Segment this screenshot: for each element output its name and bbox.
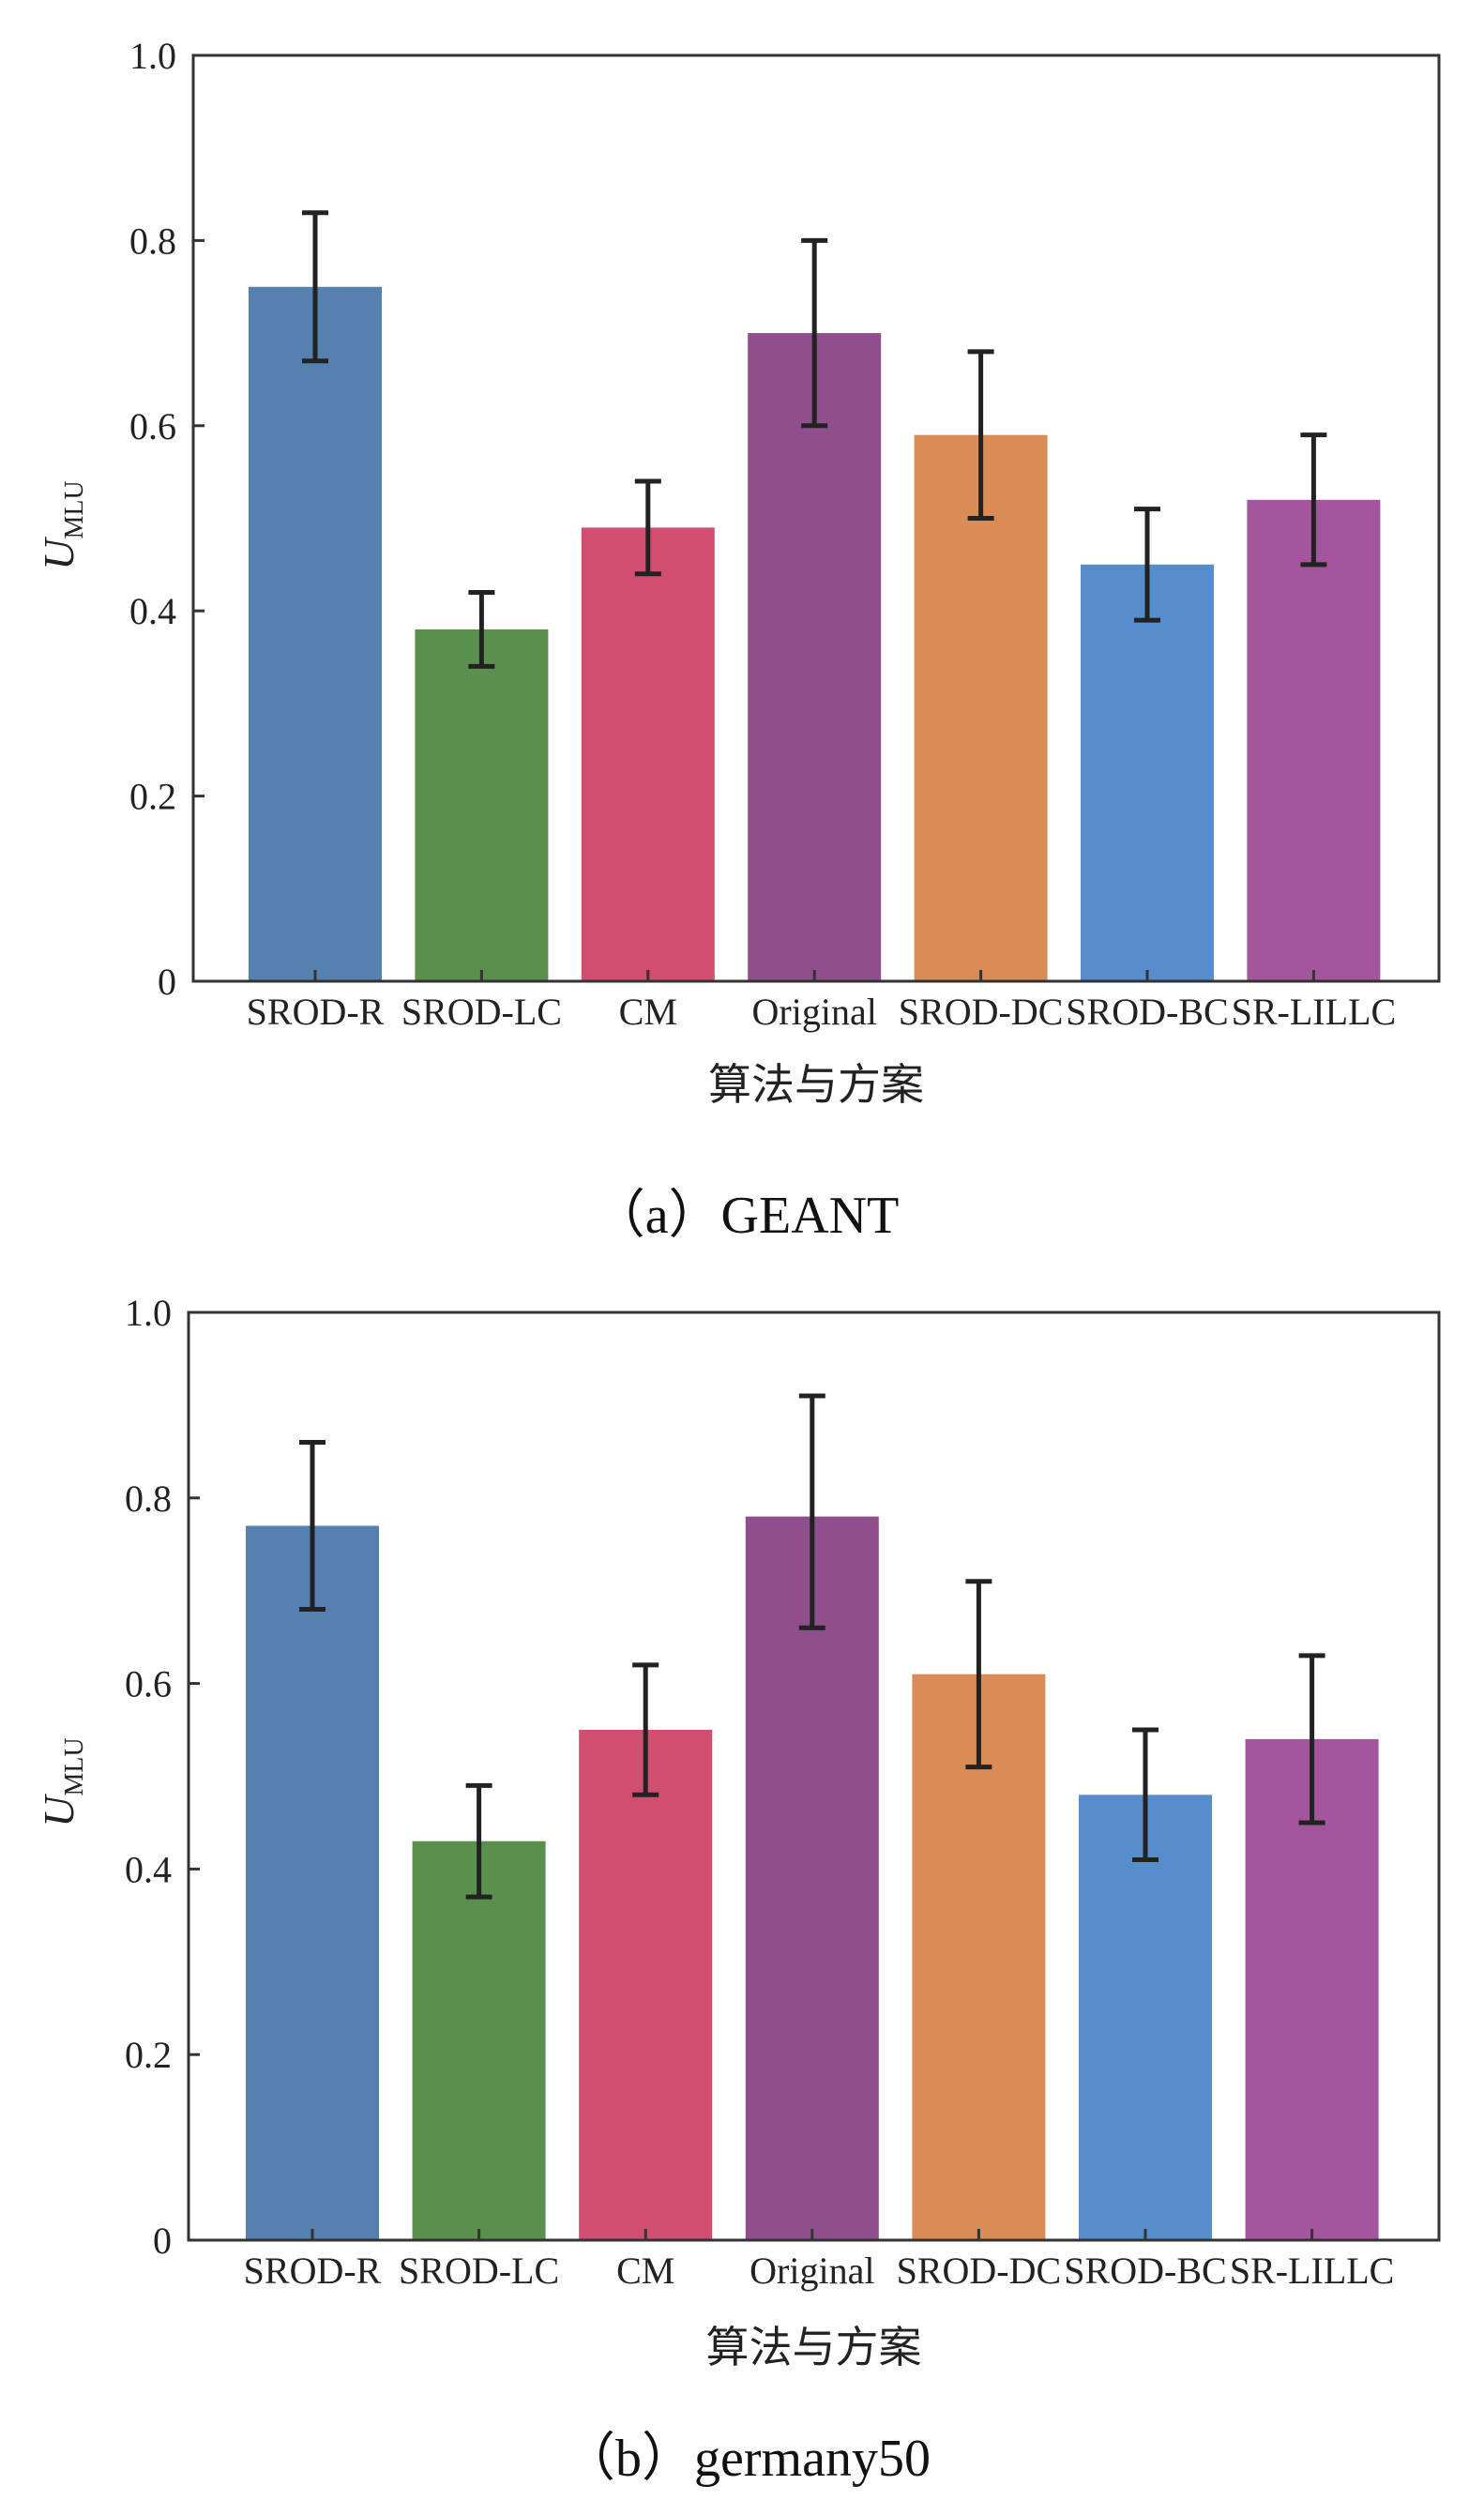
x-tick-labels: SROD-R SROD-LC CM Original SROD-DC SROD-BC SR-… (247, 991, 1397, 1033)
y-axis-title: UMLU (35, 480, 89, 569)
error-bar-original (801, 237, 828, 429)
y-tick-label: 0.6 (125, 1663, 172, 1705)
x-tick-label: SROD-R (247, 991, 385, 1033)
error-bar-srod-dc (965, 1579, 992, 1770)
x-tick-label: CM (619, 991, 677, 1033)
ticks-group (193, 238, 1315, 981)
x-tick-label: Original (752, 991, 877, 1033)
bar-original (745, 1516, 879, 2240)
y-tick-label: 0.4 (129, 590, 176, 632)
y-tick-label: 0.2 (125, 2034, 172, 2076)
x-tick-label: SROD-DC (899, 991, 1064, 1033)
x-tick-label: SROD-R (244, 2250, 382, 2292)
bar-srod-r (246, 1525, 379, 2240)
x-tick-labels: SROD-R SROD-LC CM Original SROD-DC SROD-BC SR-… (244, 2250, 1395, 2292)
error-bar-original (798, 1393, 825, 1630)
y-tick-label: 1.0 (129, 35, 176, 77)
x-tick-label: SROD-LC (399, 2250, 559, 2292)
error-bar-cm (632, 1662, 659, 1797)
chart-germany50: 0 0.2 0.4 0.6 0.8 1.0 SROD-R SROD-LC CM Original… (35, 1292, 1441, 2488)
bar-srod-lc (415, 629, 549, 981)
y-tick-label: 0 (158, 961, 176, 1003)
error-bar-srod-r (302, 210, 328, 364)
bar-cm (579, 1730, 713, 2240)
y-tick-label: 0.6 (129, 405, 176, 447)
error-bar-srod-bc (1134, 507, 1160, 623)
error-bar-srod-dc (967, 349, 994, 521)
bars-group (246, 1516, 1379, 2240)
bar-srod-r (249, 286, 382, 982)
chart-geant: 0 0.2 0.4 0.6 0.8 1.0 SROD-R SROD-LC CM Original… (35, 35, 1441, 1245)
chart-caption: （b）germany50 (563, 2430, 931, 2488)
x-tick-label: SROD-BC (1064, 2250, 1226, 2292)
bar-srod-lc (412, 1841, 546, 2240)
bar-srod-bc (1081, 564, 1214, 981)
x-tick-label: SROD-BC (1066, 991, 1228, 1033)
bar-original (748, 333, 882, 982)
error-bar-srod-r (299, 1439, 326, 1612)
chart-caption: （a）GEANT (593, 1187, 900, 1245)
ticks-group (189, 1496, 1314, 2240)
y-tick-label: 0.8 (129, 220, 176, 262)
error-bar-srod-bc (1132, 1727, 1158, 1863)
y-axis-title-main: U (35, 537, 83, 570)
y-axis-title-main: U (35, 1794, 83, 1827)
y-tick-label: 0.2 (129, 776, 176, 818)
error-bar-sr-lillc (1298, 1653, 1325, 1826)
y-axis-title-subscript: MLU (60, 480, 89, 538)
bar-cm (581, 527, 715, 981)
x-axis-title: 算法与方案 (706, 2322, 922, 2372)
x-tick-label: SR-LILLC (1230, 2250, 1395, 2292)
y-axis-title-subscript: MLU (60, 1737, 89, 1795)
x-tick-label: SROD-DC (897, 2250, 1062, 2292)
bar-sr-lillc (1247, 499, 1381, 981)
x-tick-label: Original (750, 2250, 874, 2292)
error-bars-group (299, 1393, 1325, 1900)
bar-srod-dc (914, 434, 1048, 981)
bars-group (249, 286, 1381, 982)
y-axis-title: UMLU (35, 1737, 89, 1826)
y-tick-label: 1.0 (125, 1292, 172, 1334)
y-tick-label: 0 (153, 2220, 172, 2262)
x-tick-label: SROD-LC (401, 991, 562, 1033)
error-bar-srod-lc (468, 589, 495, 669)
y-tick-label: 0.4 (125, 1848, 172, 1890)
x-tick-label: SR-LILLC (1232, 991, 1397, 1033)
x-tick-label: CM (616, 2250, 674, 2292)
plot-frame (191, 53, 1441, 983)
error-bar-sr-lillc (1300, 432, 1327, 568)
error-bar-cm (634, 478, 661, 577)
bar-srod-bc (1079, 1795, 1212, 2240)
y-tick-label: 0.8 (125, 1477, 172, 1520)
error-bar-srod-lc (465, 1782, 492, 1900)
x-axis-title: 算法与方案 (708, 1059, 924, 1110)
y-tick-labels: 0 0.2 0.4 0.6 0.8 1.0 (129, 35, 176, 1003)
plot-frame (187, 1311, 1441, 2242)
error-bars-group (302, 210, 1327, 669)
y-tick-labels: 0 0.2 0.4 0.6 0.8 1.0 (125, 1292, 172, 2262)
